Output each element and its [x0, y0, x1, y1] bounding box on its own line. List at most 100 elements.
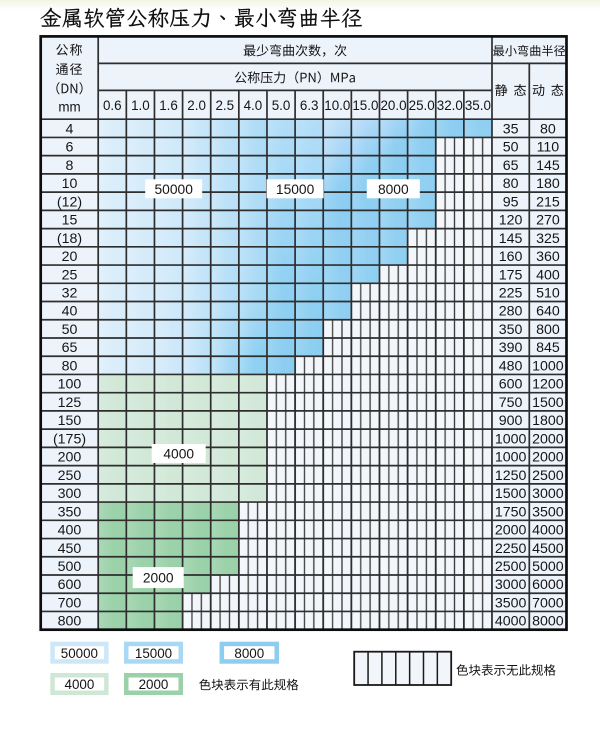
svg-text:400: 400	[536, 267, 560, 283]
svg-text:8000: 8000	[378, 182, 409, 197]
svg-text:25.0: 25.0	[409, 98, 435, 113]
svg-text:15000: 15000	[135, 646, 172, 661]
svg-text:120: 120	[499, 213, 523, 229]
svg-text:80: 80	[503, 176, 519, 192]
svg-text:750: 750	[499, 395, 523, 411]
svg-text:2250: 2250	[495, 541, 527, 557]
svg-text:800: 800	[58, 614, 82, 630]
svg-text:10: 10	[62, 176, 78, 192]
svg-text:35: 35	[503, 121, 519, 137]
svg-text:3000: 3000	[495, 577, 527, 593]
svg-text:mm: mm	[58, 100, 80, 115]
svg-text:500: 500	[58, 559, 82, 575]
svg-text:8000: 8000	[234, 646, 264, 661]
svg-text:800: 800	[536, 322, 560, 338]
svg-text:4000: 4000	[495, 614, 527, 630]
svg-text:10.0: 10.0	[324, 98, 350, 113]
svg-text:8000: 8000	[532, 614, 564, 630]
svg-text:4000: 4000	[532, 523, 564, 539]
svg-text:350: 350	[499, 322, 523, 338]
svg-text:8: 8	[66, 158, 74, 174]
svg-text:3500: 3500	[495, 595, 527, 611]
svg-text:145: 145	[536, 158, 560, 174]
svg-text:480: 480	[499, 358, 523, 374]
svg-text:20: 20	[62, 249, 78, 265]
svg-text:15: 15	[62, 213, 78, 229]
svg-text:1500: 1500	[532, 395, 564, 411]
svg-text:15.0: 15.0	[352, 98, 378, 113]
svg-text:1000: 1000	[495, 450, 527, 466]
svg-text:0.6: 0.6	[103, 98, 122, 113]
svg-text:4500: 4500	[532, 541, 564, 557]
svg-text:(175): (175)	[53, 431, 86, 447]
svg-text:15000: 15000	[276, 182, 315, 197]
svg-text:145: 145	[499, 231, 523, 247]
svg-text:1000: 1000	[532, 358, 564, 374]
svg-text:4000: 4000	[163, 447, 194, 462]
svg-text:2500: 2500	[532, 468, 564, 484]
svg-text:280: 280	[499, 304, 523, 320]
svg-text:1.6: 1.6	[159, 98, 178, 113]
svg-text:1200: 1200	[532, 377, 564, 393]
svg-text:32: 32	[62, 286, 78, 302]
svg-text:20.0: 20.0	[380, 98, 406, 113]
svg-text:2.5: 2.5	[215, 98, 234, 113]
svg-text:360: 360	[536, 249, 560, 265]
svg-text:80: 80	[62, 358, 78, 374]
svg-text:2000: 2000	[139, 677, 169, 692]
svg-text:2000: 2000	[532, 431, 564, 447]
svg-text:215: 215	[536, 194, 560, 210]
svg-text:1500: 1500	[495, 486, 527, 502]
svg-text:160: 160	[499, 249, 523, 265]
svg-text:175: 175	[499, 267, 523, 283]
svg-text:95: 95	[503, 194, 519, 210]
svg-text:125: 125	[58, 395, 82, 411]
svg-text:65: 65	[503, 158, 519, 174]
svg-text:4.0: 4.0	[244, 98, 263, 113]
svg-text:325: 325	[536, 231, 560, 247]
svg-text:510: 510	[536, 286, 560, 302]
svg-text:2000: 2000	[495, 523, 527, 539]
svg-text:1750: 1750	[495, 504, 527, 520]
svg-text:(12): (12)	[57, 194, 82, 210]
svg-text:150: 150	[58, 413, 82, 429]
svg-text:200: 200	[58, 450, 82, 466]
svg-text:270: 270	[536, 213, 560, 229]
svg-text:1.0: 1.0	[131, 98, 150, 113]
svg-text:25: 25	[62, 267, 78, 283]
svg-text:65: 65	[62, 340, 78, 356]
svg-text:50000: 50000	[61, 646, 98, 661]
svg-text:50: 50	[503, 140, 519, 156]
svg-text:250: 250	[58, 468, 82, 484]
svg-text:80: 80	[540, 121, 556, 137]
svg-text:50000: 50000	[155, 182, 194, 197]
svg-text:100: 100	[58, 377, 82, 393]
svg-text:640: 640	[536, 304, 560, 320]
svg-text:3000: 3000	[532, 486, 564, 502]
svg-text:2000: 2000	[532, 450, 564, 466]
svg-text:7000: 7000	[532, 595, 564, 611]
svg-text:2500: 2500	[495, 559, 527, 575]
svg-text:300: 300	[58, 486, 82, 502]
svg-text:32.0: 32.0	[437, 98, 463, 113]
svg-text:50: 50	[62, 322, 78, 338]
svg-text:1000: 1000	[495, 431, 527, 447]
svg-text:390: 390	[499, 340, 523, 356]
svg-text:2000: 2000	[143, 571, 174, 586]
svg-text:3500: 3500	[532, 504, 564, 520]
svg-text:5.0: 5.0	[272, 98, 291, 113]
svg-text:845: 845	[536, 340, 560, 356]
svg-text:1800: 1800	[532, 413, 564, 429]
svg-text:600: 600	[58, 577, 82, 593]
svg-text:35.0: 35.0	[465, 98, 491, 113]
svg-text:350: 350	[58, 504, 82, 520]
svg-text:700: 700	[58, 595, 82, 611]
svg-text:6.3: 6.3	[300, 98, 319, 113]
svg-text:5000: 5000	[532, 559, 564, 575]
svg-text:900: 900	[499, 413, 523, 429]
svg-text:(18): (18)	[57, 231, 82, 247]
svg-text:180: 180	[536, 176, 560, 192]
svg-text:6000: 6000	[532, 577, 564, 593]
svg-text:1250: 1250	[495, 468, 527, 484]
svg-text:40: 40	[62, 304, 78, 320]
